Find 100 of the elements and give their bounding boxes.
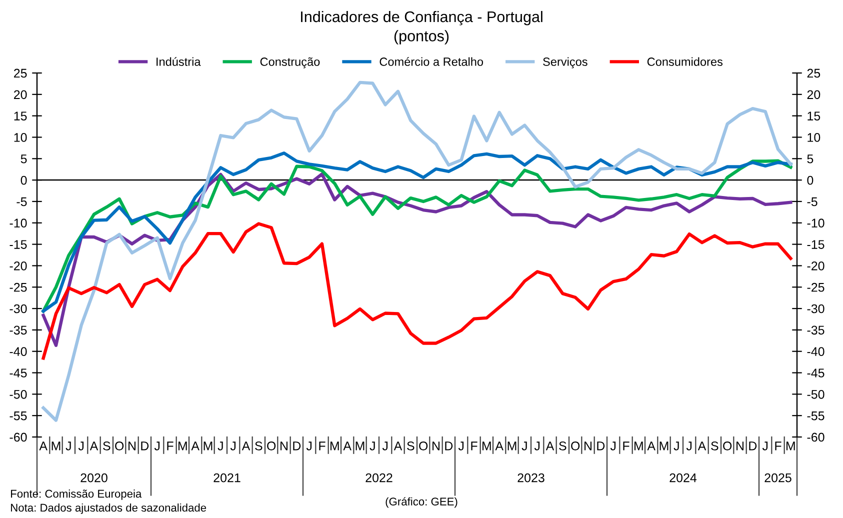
y-tick-label: 20: [14, 90, 27, 100]
legend-label: Indústria: [156, 57, 201, 66]
y2-tick-label: -35: [807, 326, 824, 335]
x-tick-label: D: [293, 442, 301, 450]
text: 2024: [670, 473, 697, 482]
y2-tick-label: 0: [807, 176, 814, 185]
x-tick-label: O: [115, 441, 124, 450]
y-tick-label: -50: [10, 390, 27, 399]
legend-label: Construção: [260, 57, 320, 68]
y2-tick-label: -15: [807, 240, 824, 249]
line-series: [42, 80, 792, 422]
x-tick-label: J: [370, 442, 375, 450]
x-tick-label: S: [711, 441, 718, 450]
x-tick-label: S: [407, 441, 414, 450]
x-tick-label: J: [686, 442, 692, 450]
x-tick-label: N: [280, 442, 288, 450]
x-tick-label: J: [230, 442, 236, 450]
x-tick-label: N: [128, 442, 136, 450]
y2-tick-label: -55: [807, 412, 824, 420]
x-tick-label: F: [167, 442, 174, 450]
chart-subtitle: (pontos): [394, 30, 449, 44]
x-tick-label: A: [90, 442, 98, 450]
y-tick-label: -30: [10, 304, 27, 314]
y2-tick-label: -45: [807, 368, 824, 378]
x-tick-label: O: [723, 441, 732, 450]
x-tick-label: F: [471, 442, 478, 450]
x-tick-label: M: [330, 442, 339, 450]
x-tick-label: O: [419, 441, 428, 450]
x-tick-label: A: [546, 442, 554, 450]
x-tick-label: M: [634, 442, 643, 450]
x-tick-label: A: [39, 442, 48, 450]
text: 2023: [518, 473, 544, 482]
y2-tick-label: 5: [807, 154, 814, 164]
x-tick-label: J: [78, 442, 84, 450]
y-tick-label: -15: [10, 240, 27, 249]
x-tick-label: N: [432, 442, 440, 450]
x-tick-label: M: [786, 442, 795, 450]
y-tick-label: -20: [10, 262, 27, 270]
y-tick-label: -40: [10, 347, 27, 356]
x-tick-label: J: [218, 442, 223, 450]
x-tick-label: D: [749, 442, 757, 450]
x-tick-label: F: [623, 442, 630, 450]
y-tick-label: 25: [14, 68, 27, 78]
y-tick-label: -35: [10, 326, 27, 335]
y2-tick-label: 20: [807, 90, 820, 100]
x-tick-label: F: [775, 442, 782, 450]
source-note: Fonte: Comissão Europeia: [11, 490, 142, 500]
chart-title: Indicadores de Confiança - Portugal: [301, 10, 542, 26]
x-tick-label: D: [141, 442, 149, 450]
x-tick-label: J: [534, 442, 540, 450]
y2-tick-label: -30: [807, 304, 824, 314]
y-tick-label: -55: [10, 412, 27, 420]
x-tick-label: A: [191, 442, 200, 450]
y-tick-label: 0: [20, 176, 27, 185]
y2-tick-label: -5: [807, 197, 818, 206]
x-tick-label: A: [698, 442, 706, 450]
x-tick-label: F: [319, 442, 326, 450]
line-series: [42, 222, 792, 360]
y2-tick-label: 10: [808, 133, 820, 142]
x-tick-label: A: [495, 442, 504, 450]
y-tick-label: -60: [10, 432, 27, 442]
y-tick-label: 15: [14, 112, 27, 120]
y-tick-label: -25: [10, 282, 27, 292]
y2-tick-label: -25: [807, 282, 824, 292]
x-tick-label: M: [508, 442, 516, 450]
x-tick-label: J: [306, 442, 312, 450]
x-tick-label: J: [382, 442, 388, 450]
y2-tick-label: -60: [807, 432, 824, 442]
x-tick-label: J: [154, 442, 160, 450]
x-tick-label: M: [204, 442, 212, 450]
legend-label: Consumidores: [647, 57, 723, 66]
text: 2022: [366, 473, 392, 482]
x-tick-label: J: [458, 442, 464, 450]
text: 2020: [80, 473, 108, 482]
y2-tick-label: 15: [808, 112, 820, 120]
y2-tick-label: -20: [807, 262, 824, 270]
x-tick-label: A: [647, 442, 656, 450]
x-tick-label: J: [674, 442, 679, 450]
x-tick-label: M: [660, 442, 668, 450]
x-tick-label: M: [52, 442, 60, 450]
text: 2025: [764, 473, 792, 482]
x-tick-label: J: [522, 442, 527, 450]
x-tick-label: M: [356, 442, 364, 450]
y-tick-label: 10: [14, 133, 27, 142]
x-tick-label: A: [343, 442, 352, 450]
text: 2021: [214, 473, 240, 482]
x-tick-label: M: [482, 442, 491, 450]
y2-tick-label: 25: [807, 68, 820, 78]
text: (Gráfico: GEE): [386, 497, 458, 508]
x-tick-label: S: [255, 441, 262, 450]
x-tick-label: O: [267, 441, 276, 450]
y-tick-label: -10: [10, 218, 27, 228]
y-tick-label: 5: [20, 154, 27, 164]
x-tick-label: O: [571, 441, 580, 450]
x-tick-label: N: [584, 442, 592, 450]
y-tick-label: -45: [10, 368, 27, 378]
text: Nota: Dados ajustados de sazonalidade: [11, 503, 206, 514]
x-tick-label: D: [597, 442, 605, 450]
legend-label: Serviços: [543, 57, 588, 68]
x-tick-label: D: [445, 442, 453, 450]
